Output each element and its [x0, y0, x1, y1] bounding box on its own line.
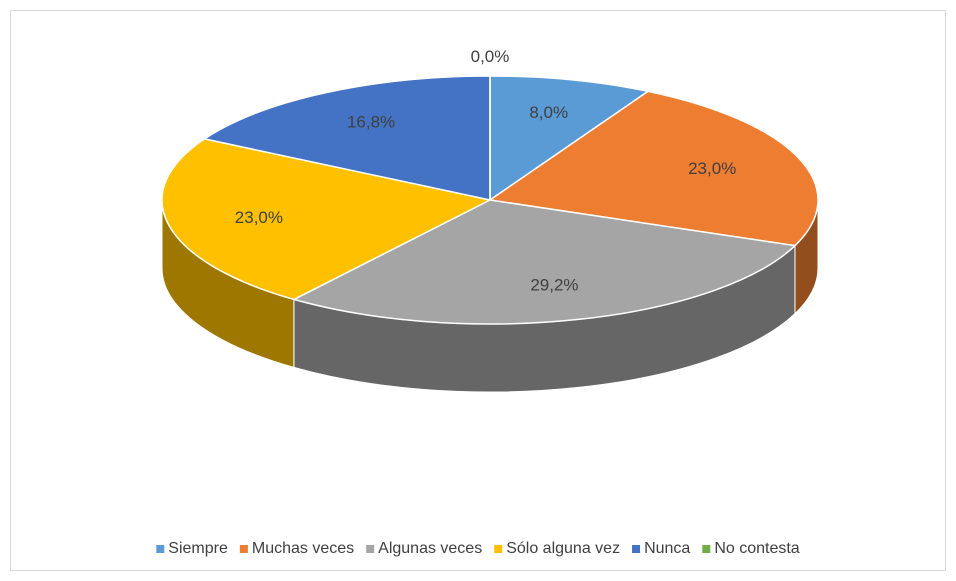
slice — [488, 90, 819, 247]
legend-marker — [366, 545, 375, 553]
slice — [161, 138, 493, 301]
data-label: 0,0% — [471, 47, 510, 66]
data-label: 29,2% — [530, 275, 578, 294]
data-label: 23,0% — [688, 159, 736, 178]
slice — [291, 199, 797, 325]
data-label: 16,8% — [347, 112, 395, 131]
slice — [202, 75, 491, 201]
legend-label: Muchas veces — [252, 540, 354, 557]
legend-marker — [239, 545, 248, 553]
legend-label: Algunas veces — [378, 540, 482, 557]
legend-marker — [494, 545, 503, 553]
legend-label: Siempre — [168, 540, 228, 557]
legend-marker — [156, 545, 165, 553]
legend-marker — [702, 545, 711, 553]
legend-label: Sólo alguna vez — [506, 540, 620, 557]
data-label: 8,0% — [529, 103, 568, 122]
legend: Siempre Muchas veces Algunas veces Sólo alg… — [156, 540, 800, 557]
slice — [489, 75, 650, 202]
data-label: 23,0% — [235, 208, 283, 227]
legend-label: Nunca — [644, 540, 690, 557]
legend-label: No contesta — [714, 540, 799, 557]
legend-marker — [632, 545, 641, 553]
